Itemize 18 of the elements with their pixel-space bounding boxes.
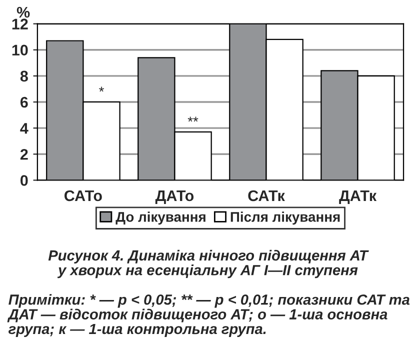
y-tick-label: 4 [20, 123, 28, 134]
y-tick-label: 10 [12, 44, 28, 56]
y-axis-title: % [16, 6, 30, 18]
y-tick-label: 6 [20, 96, 28, 108]
annotation: ** [188, 116, 198, 122]
x-tick-label: ДАТо [155, 190, 194, 204]
text: Рисунок 4. Динаміка нічного підвищення АТ у хворих на есенціальну АГ I—II ступеня [48, 250, 369, 278]
x-tick-label: САТо [64, 190, 102, 202]
annotation: * [99, 86, 104, 92]
x-tick-label: ДАТк [339, 190, 377, 204]
y-tick-label: 2 [20, 149, 28, 160]
x-tick-label: САТк [248, 190, 285, 202]
legend-label: Після лікування [230, 212, 340, 225]
y-tick-label: 0 [20, 175, 28, 186]
legend-label: До лікування [116, 212, 206, 225]
text: Примітки: * — p < 0,05; ** — p < 0,01; показники САТ та ДАТ — відсоток підвищеного АТ; о — 1-ша основна група; к — 1-ша контрольна група. [7, 294, 410, 337]
y-tick-label: 8 [20, 70, 28, 82]
y-tick-label: 12 [12, 18, 28, 30]
